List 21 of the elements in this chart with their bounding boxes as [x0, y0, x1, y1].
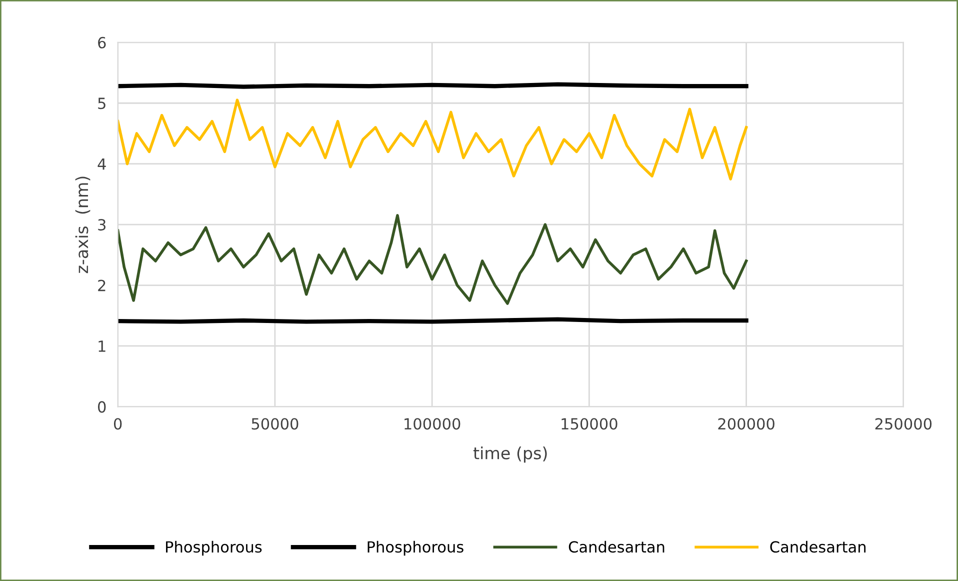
y-tick-label: 2 [98, 280, 106, 292]
x-tick-label: 0 [114, 418, 122, 430]
y-tick-label: 4 [98, 158, 106, 170]
y-tick-label: 3 [98, 219, 106, 231]
legend-label: Phosphorous [166, 540, 262, 556]
legend-label: Candesartan [568, 540, 664, 553]
y-tick-label: 6 [98, 36, 106, 48]
x-tick-label: 200000 [718, 418, 774, 430]
y-tick-label: 1 [98, 340, 106, 352]
y-axis-title: z-axis (nm) [75, 176, 90, 274]
line-series [118, 214, 748, 305]
x-tick-label: 250000 [875, 418, 932, 430]
line-series [118, 98, 748, 180]
x-tick-label: 100000 [404, 418, 460, 430]
legend-label: Candesartan [770, 540, 866, 553]
x-axis-title: time (ps) [473, 446, 547, 463]
y-tick-label: 5 [98, 98, 106, 110]
x-tick-label: 150000 [562, 418, 618, 430]
x-tick-label: 50000 [252, 418, 298, 430]
y-tick-label: 0 [98, 401, 106, 413]
legend-label: Phosphorous [368, 540, 464, 556]
